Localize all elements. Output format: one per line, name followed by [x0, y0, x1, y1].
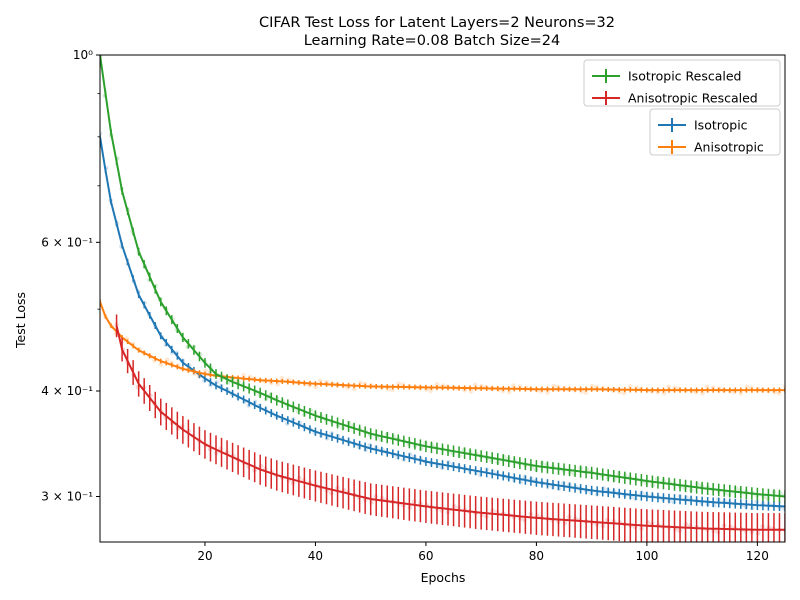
- anisotropic-rescaled-point: [562, 520, 568, 526]
- anisotropic-point: [351, 386, 357, 392]
- y-tick-label: 10⁰: [73, 48, 93, 62]
- x-tick-label: 20: [197, 549, 212, 563]
- legend-bottom-box: [649, 108, 781, 156]
- anisotropic-point: [275, 382, 280, 387]
- anisotropic-point: [628, 384, 633, 389]
- anisotropic-rescaled-point: [452, 504, 457, 509]
- series-anisotropic-rescaled: [114, 314, 785, 542]
- anisotropic-point: [317, 378, 323, 384]
- isotropic-point: [284, 421, 290, 426]
- isotropic-rescaled-point: [308, 407, 314, 413]
- isotropic-line: [100, 136, 785, 508]
- anisotropic-point: [511, 383, 516, 388]
- series-group: [100, 55, 785, 542]
- chart-title: CIFAR Test Loss for Latent Layers=2 Neur…: [259, 15, 615, 31]
- x-tick-label: 80: [529, 549, 544, 563]
- isotropic-rescaled-point: [695, 481, 700, 487]
- anisotropic-point: [434, 381, 440, 387]
- isotropic-rescaled-point: [612, 477, 617, 482]
- x-tick-label: 40: [308, 549, 323, 563]
- anisotropic-rescaled-line: [115, 325, 785, 531]
- anisotropic-point: [738, 391, 744, 396]
- y-axis-label: Test Loss: [13, 292, 28, 349]
- isotropic-point: [671, 499, 677, 505]
- anisotropic-point: [158, 362, 164, 367]
- series-isotropic-rescaled: [100, 55, 785, 503]
- axes: 20 40 60 80 100 120 3 × 10⁻¹ 4 × 10⁻¹ 6 × 10⁻¹ 10…: [41, 48, 786, 563]
- x-axis-label: Epochs: [421, 570, 466, 585]
- anisotropic-line: [100, 301, 785, 392]
- isotropic-point: [407, 452, 413, 457]
- isotropic-point: [560, 480, 566, 486]
- anisotropic-point: [551, 383, 557, 389]
- isotropic-rescaled-point: [378, 437, 384, 442]
- series-isotropic: [100, 131, 785, 512]
- anisotropic-point: [545, 390, 550, 395]
- isotropic-point: [711, 503, 717, 508]
- x-tick-label: 60: [418, 549, 433, 563]
- anisotropic-point: [164, 357, 170, 363]
- isotropic-point: [478, 472, 483, 478]
- anisotropic-point: [468, 389, 474, 394]
- isotropic-point: [781, 506, 785, 511]
- isotropic-rescaled-point: [461, 447, 467, 453]
- legend-label-isotropic: Isotropic: [694, 118, 748, 133]
- anisotropic-point: [661, 391, 667, 396]
- anisotropic-rescaled-point: [258, 463, 264, 469]
- isotropic-point: [518, 480, 523, 485]
- anisotropic-rescaled-point: [411, 499, 417, 504]
- anisotropic-point: [704, 384, 710, 390]
- isotropic-point: [601, 486, 606, 491]
- isotropic-point: [214, 379, 220, 385]
- y-tick-label: 6 × 10⁻¹: [41, 235, 93, 249]
- anisotropic-point: [241, 372, 246, 378]
- isotropic-rescaled-point: [501, 454, 507, 460]
- legend-top: Isotropic Rescaled Anisotropic Rescaled: [583, 59, 781, 107]
- anisotropic-rescaled-point: [328, 490, 334, 496]
- isotropic-point: [754, 499, 759, 505]
- isotropic-rescaled-point: [418, 446, 424, 451]
- legend-top-box: [583, 59, 781, 107]
- legend-label-isotropic-rescaled: Isotropic Rescaled: [628, 69, 741, 84]
- isotropic-rescaled-point: [654, 476, 660, 482]
- legend-bottom: Isotropic Anisotropic: [649, 108, 781, 156]
- plot-frame: [99, 54, 786, 543]
- anisotropic-point: [358, 380, 363, 385]
- anisotropic-rescaled-point: [522, 517, 527, 523]
- y-tick-label: 4 × 10⁻¹: [41, 384, 93, 398]
- isotropic-rescaled-line: [100, 55, 785, 498]
- isotropic-rescaled-point: [571, 471, 577, 477]
- legend-label-anisotropic: Anisotropic: [694, 140, 764, 155]
- anisotropic-point: [744, 384, 750, 390]
- x-tick-label: 120: [746, 549, 769, 563]
- legend-label-anisotropic-rescaled: Anisotropic Rescaled: [628, 91, 758, 106]
- anisotropic-point: [428, 388, 433, 394]
- anisotropic-point: [390, 387, 395, 393]
- anisotropic-rescaled-point: [369, 499, 374, 505]
- anisotropic-rescaled-point: [715, 529, 721, 535]
- plot-area: [100, 55, 785, 542]
- isotropic-rescaled-point: [765, 496, 770, 501]
- anisotropic-rescaled-point: [755, 530, 761, 536]
- anisotropic-point: [621, 390, 627, 396]
- chart-subtitle: Learning Rate=0.08 Batch Size=24: [304, 33, 561, 49]
- x-tick-label: 100: [635, 549, 658, 563]
- y-tick-label: 3 × 10⁻¹: [41, 490, 93, 504]
- anisotropic-rescaled-point: [605, 517, 610, 523]
- anisotropic-rescaled-point: [645, 520, 650, 525]
